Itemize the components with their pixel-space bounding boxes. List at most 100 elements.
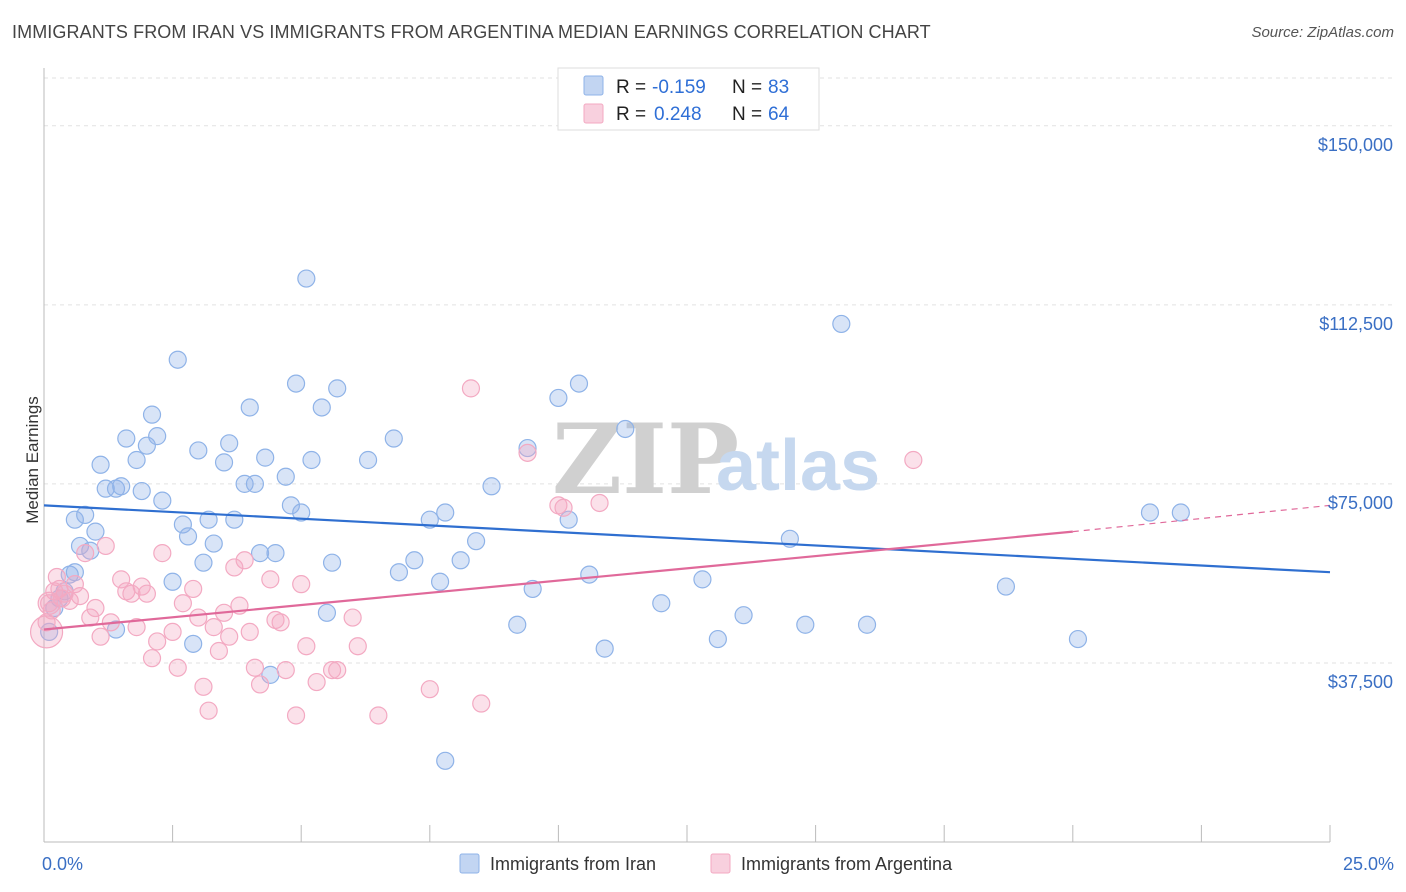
point-iran (708, 629, 727, 649)
point-iran (225, 510, 244, 529)
point-iran (358, 450, 378, 470)
point-iran (466, 532, 486, 551)
point-iran (204, 534, 223, 553)
point-argentina (590, 493, 609, 513)
point-argentina (153, 544, 172, 563)
y-tick-labels: $37,500 $75,000 $112,500 $150,000 (1318, 135, 1393, 692)
point-iran (194, 553, 213, 572)
point-iran (796, 615, 815, 634)
point-iran (436, 503, 455, 522)
point-argentina (204, 618, 223, 637)
point-argentina-cluster (29, 615, 64, 649)
point-argentina (240, 622, 259, 642)
point-iran (250, 544, 270, 563)
point-iran (312, 398, 331, 417)
point-iran (580, 565, 599, 584)
point-argentina (348, 637, 367, 656)
point-argentina (148, 632, 167, 651)
legend-label-iran: Immigrants from Iran (490, 854, 656, 874)
point-argentina (369, 706, 388, 725)
point-argentina (297, 637, 316, 656)
point-iran (436, 751, 455, 770)
point-iran (1140, 503, 1160, 522)
data-points (29, 269, 1190, 770)
point-argentina (142, 649, 162, 668)
point-iran (616, 419, 635, 439)
point-iran (153, 491, 172, 510)
svg-text:R =: R = (616, 77, 646, 98)
point-iran (523, 579, 542, 599)
point-argentina (328, 660, 347, 680)
point-argentina (209, 641, 228, 661)
point-argentina (904, 450, 923, 470)
point-iran (549, 388, 568, 408)
point-argentina (343, 608, 362, 627)
point-argentina (189, 608, 208, 627)
point-iran (384, 429, 403, 448)
point-iran (518, 438, 537, 458)
point-iran (240, 398, 259, 417)
point-iran (127, 450, 146, 470)
point-argentina (420, 680, 439, 699)
point-argentina (91, 627, 110, 646)
point-iran (189, 441, 208, 460)
legend-n-iran: 83 (768, 77, 789, 98)
chart-title: IMMIGRANTS FROM IRAN VS IMMIGRANTS FROM … (12, 22, 931, 42)
point-iran (173, 515, 192, 534)
axes (43, 68, 1331, 843)
point-iran (214, 453, 234, 472)
point-iran (302, 450, 321, 470)
point-iran (178, 527, 198, 546)
grid-lines (44, 77, 1394, 664)
point-argentina (122, 584, 141, 603)
legend-swatch-bottom-argentina (710, 853, 731, 874)
point-iran (292, 503, 311, 522)
svg-text:R =: R = (616, 104, 646, 125)
point-iran (317, 603, 337, 622)
point-argentina (271, 613, 290, 632)
point-iran (405, 551, 424, 570)
legend-swatch-argentina (583, 103, 604, 124)
point-argentina (250, 675, 270, 694)
trend-line-iran (43, 504, 1331, 574)
point-iran (281, 496, 301, 515)
point-argentina (137, 584, 156, 603)
watermark-zip: ZIP (552, 403, 739, 516)
point-iran (96, 479, 115, 498)
y-tick-label: $112,500 (1319, 314, 1393, 334)
trend-line-argentina-extension (1072, 504, 1331, 533)
point-iran (286, 374, 306, 393)
svg-text:N =: N = (732, 104, 762, 125)
point-iran (734, 606, 753, 625)
point-argentina (245, 658, 265, 677)
point-argentina (112, 570, 131, 589)
point-argentina (461, 379, 481, 398)
point-iran (199, 510, 218, 529)
point-argentina (194, 677, 213, 696)
point-iran (245, 474, 265, 493)
legend-n-argentina: 64 (768, 104, 790, 125)
y-tick-label: $75,000 (1328, 493, 1393, 513)
svg-text:N =: N = (732, 77, 762, 98)
point-argentina (65, 575, 84, 594)
legend-r-iran: -0.159 (652, 77, 706, 98)
point-iran (595, 639, 614, 658)
point-iran (112, 477, 131, 496)
point-iran (184, 634, 203, 653)
point-argentina-cluster (37, 591, 61, 615)
point-iran (1171, 503, 1190, 522)
point-iran (1068, 629, 1088, 649)
x-tick-label-max: 25.0% (1343, 854, 1394, 874)
point-argentina (276, 660, 295, 680)
point-argentina (235, 551, 254, 570)
point-iran (297, 269, 316, 288)
point-iran (142, 405, 162, 424)
point-argentina (472, 694, 491, 713)
point-argentina (76, 544, 95, 563)
point-argentina (554, 498, 573, 517)
point-argentina (225, 558, 244, 577)
point-argentina (261, 570, 280, 589)
point-iran (168, 350, 187, 369)
point-iran (482, 477, 501, 496)
point-iran (832, 314, 851, 334)
